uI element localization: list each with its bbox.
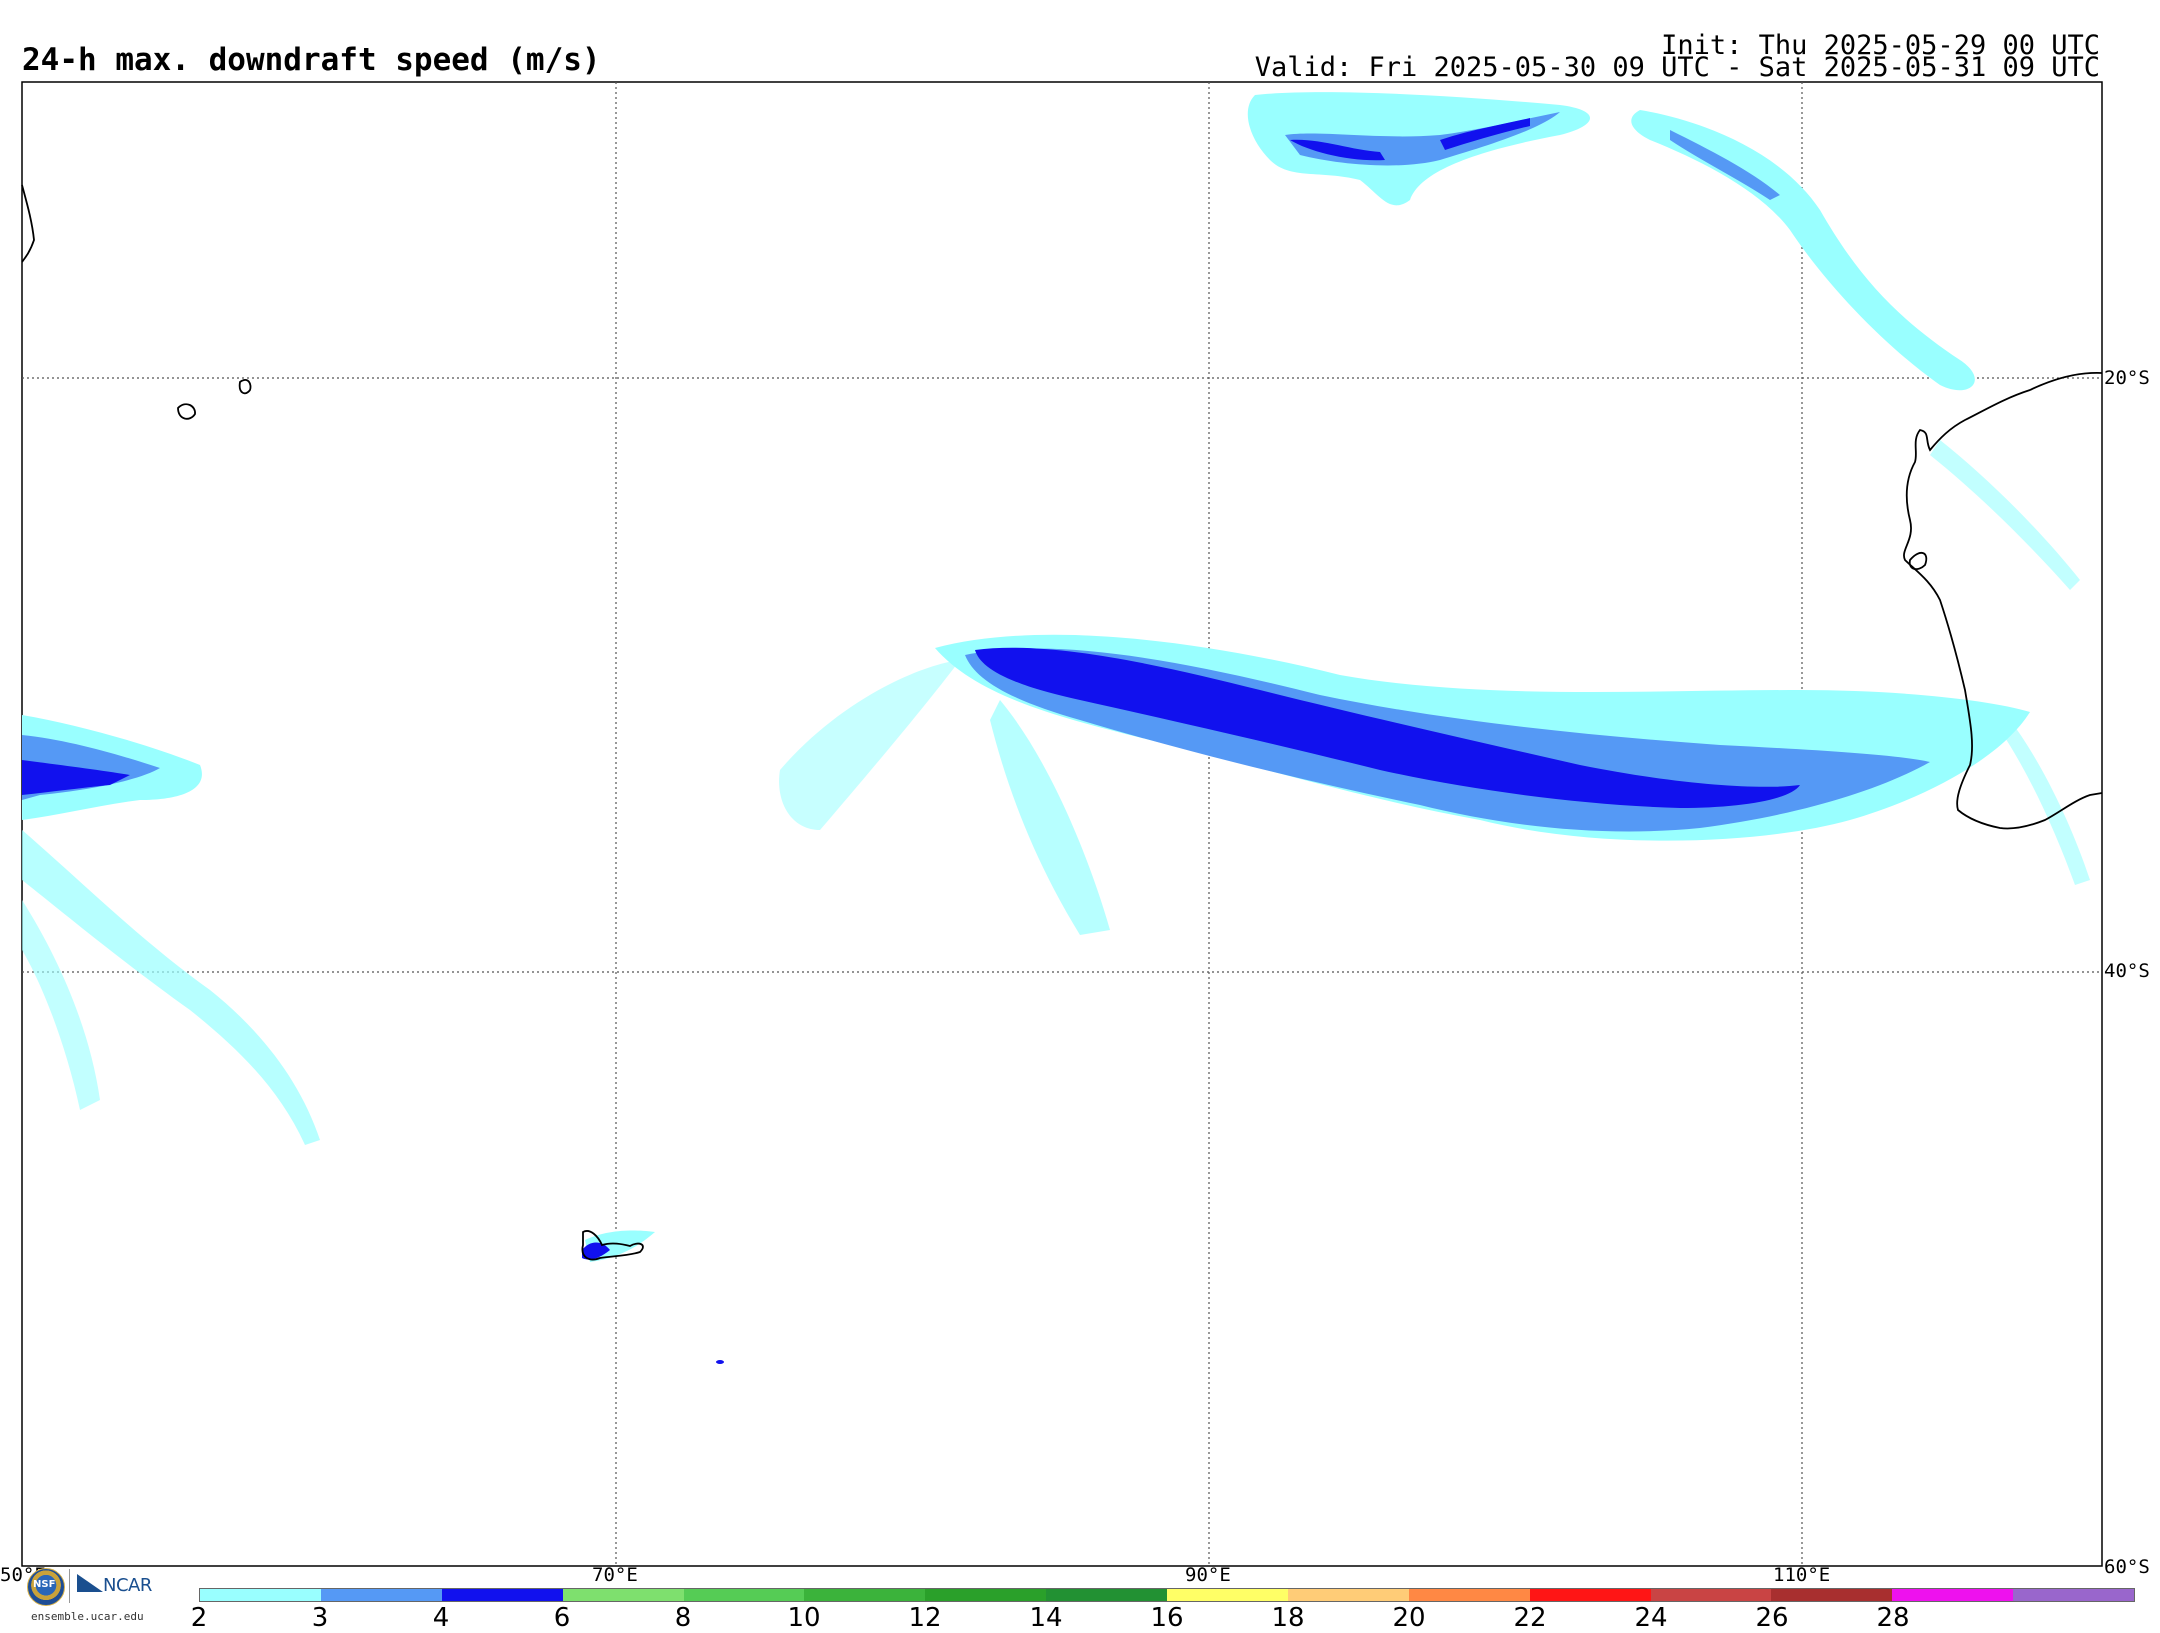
- colorbar-tick-label: 10: [787, 1603, 821, 1633]
- init-time: Init: Thu 2025-05-29 00 UTC: [1661, 30, 2100, 61]
- coast-mauritius: [238, 378, 252, 395]
- band-light-cyan-fan: [990, 700, 1110, 935]
- colorbar-segment: [683, 1589, 805, 1601]
- colorbar-tick-label: 18: [1271, 1603, 1305, 1633]
- nsf-logo-text: NSF: [33, 1579, 56, 1590]
- colorbar-segment: [925, 1589, 1047, 1601]
- colorbar-segment: [562, 1589, 684, 1601]
- colorbar-tick-label: 2: [190, 1603, 208, 1633]
- lat-label-20s: 20°S: [2104, 367, 2150, 389]
- colorbar-tick-label: 16: [1150, 1603, 1184, 1633]
- map-title: 24-h max. downdraft speed (m/s): [22, 42, 601, 78]
- colorbar-tick-label: 4: [432, 1603, 450, 1633]
- colorbar-segment: [320, 1589, 442, 1601]
- colorbar-tick-label: 26: [1755, 1603, 1789, 1633]
- logo-divider: [69, 1569, 70, 1603]
- colorbar-tick-label: 20: [1392, 1603, 1426, 1633]
- ncar-logo-text: NCAR: [103, 1575, 152, 1596]
- colorbar-segment: [200, 1589, 321, 1601]
- colorbar-segment: [1529, 1589, 1651, 1601]
- colorbar-segment: [2013, 1589, 2134, 1601]
- colorbar-segment: [1287, 1589, 1409, 1601]
- colorbar-tick-label: 22: [1513, 1603, 1547, 1633]
- downdraft-north-patches: [1247, 92, 2090, 885]
- coast-reunion: [177, 403, 196, 420]
- colorbar-segment: [1771, 1589, 1893, 1601]
- colorbar-tick-label: 28: [1876, 1603, 1910, 1633]
- colorbar-tick-label: 8: [674, 1603, 692, 1633]
- colorbar: [199, 1588, 2135, 1602]
- band-light-cyan-spray: [779, 660, 960, 830]
- colorbar-segment: [804, 1589, 926, 1601]
- lon-label-110e: 110°E: [1773, 1564, 1831, 1586]
- coast-madagascar: [21, 184, 35, 263]
- coast-shark-bay: [1908, 551, 1928, 571]
- colorbar-segment: [1650, 1589, 1772, 1601]
- colorbar-segment: [1167, 1589, 1288, 1601]
- colorbar-tick-label: 3: [311, 1603, 329, 1633]
- colorbar-tick-label: 14: [1029, 1603, 1063, 1633]
- ensemble-url: ensemble.ucar.edu: [31, 1610, 144, 1623]
- colorbar-segment: [441, 1589, 563, 1601]
- downdraft-west-patches: [22, 715, 320, 1145]
- lat-label-40s: 40°S: [2104, 960, 2150, 982]
- coast-australia-west: [1903, 372, 2103, 830]
- lon-label-90e: 90°E: [1185, 1564, 1231, 1586]
- colorbar-tick-label: 6: [553, 1603, 571, 1633]
- downdraft-main-band: [779, 634, 2030, 935]
- lon-label-70e: 70°E: [592, 1564, 638, 1586]
- colorbar-segment: [1046, 1589, 1167, 1601]
- band-dark-blue: [975, 647, 1800, 808]
- ncar-logo-icon: [77, 1574, 103, 1592]
- kerguelen-islands: [581, 1230, 724, 1364]
- map-frame: [21, 81, 2103, 1567]
- colorbar-segment: [1892, 1589, 2014, 1601]
- lat-label-60s: 60°S: [2104, 1556, 2150, 1578]
- colorbar-segment: [1408, 1589, 1530, 1601]
- colorbar-tick-label: 24: [1634, 1603, 1668, 1633]
- colorbar-tick-label: 12: [908, 1603, 942, 1633]
- logo-area: NSF NCAR ensemble.ucar.edu: [25, 1568, 165, 1626]
- valid-time-range: Valid: Fri 2025-05-30 09 UTC - Sat 2025-…: [1254, 52, 2100, 83]
- coastlines: [21, 184, 2103, 830]
- nsf-logo-icon: [27, 1568, 65, 1606]
